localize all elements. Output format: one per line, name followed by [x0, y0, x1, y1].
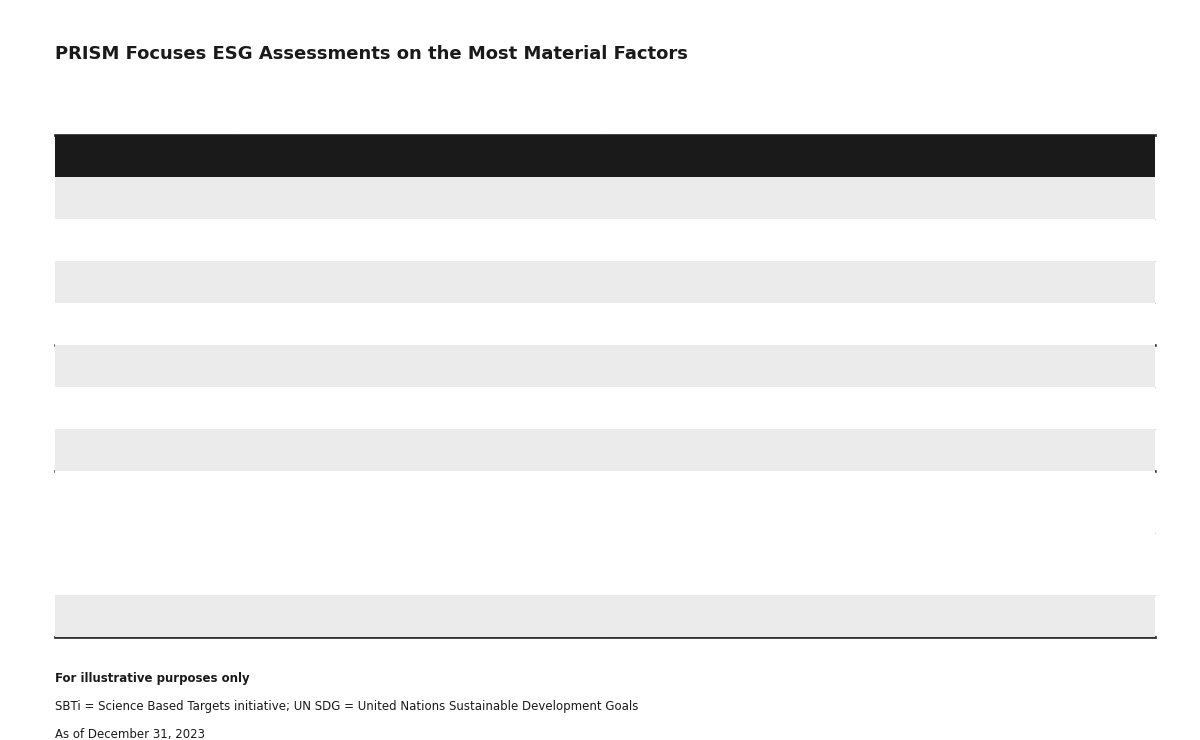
Text: Employee turnover: Employee turnover	[617, 401, 750, 415]
Text: Physical climate risk: Physical climate risk	[248, 317, 390, 331]
Text: For illustrative purposes only: For illustrative purposes only	[55, 672, 250, 685]
Text: Material ESG Factors: Material ESG Factors	[248, 149, 400, 164]
Text: Governance: Governance	[67, 483, 151, 497]
Text: Assessment Pillar: Assessment Pillar	[67, 149, 196, 164]
Text: SBTi alignment: SBTi alignment	[617, 233, 722, 247]
Text: Factors that change severity
of a negative credit event: Factors that change severity of a negati…	[248, 545, 446, 579]
Text: Environmental: Environmental	[67, 189, 168, 203]
Text: Percent of compensation paid in options: Percent of compensation paid in options	[617, 495, 896, 509]
Text: AB’s UN SDG product and revenue mapping: AB’s UN SDG product and revenue mapping	[617, 359, 923, 373]
Text: World Bank’s country insolvency scores: World Bank’s country insolvency scores	[617, 557, 892, 571]
Text: AB’s good governance screen: AB’s good governance screen	[617, 609, 823, 623]
Text: Carbon pathway: Carbon pathway	[248, 233, 364, 247]
Text: Social: Social	[67, 357, 108, 371]
Text: Climate Value-at-Risk: Climate Value-at-Risk	[617, 317, 766, 331]
Text: External stakeholders: External stakeholders	[248, 359, 400, 373]
Text: Catastrophic insurance losses: Catastrophic insurance losses	[617, 275, 824, 289]
Text: Current carbon intensity: Current carbon intensity	[248, 191, 418, 205]
Text: Governance red flags: Governance red flags	[248, 609, 397, 623]
Text: Industry-specific environmental metrics: Industry-specific environmental metrics	[248, 275, 524, 289]
Text: Franchisee-adjusted carbon emissions intensity: Franchisee-adjusted carbon emissions int…	[617, 191, 947, 205]
Text: SBTi = Science Based Targets initiative; UN SDG = United Nations Sustainable Dev: SBTi = Science Based Targets initiative;…	[55, 700, 638, 713]
Text: Internal stakeholders: Internal stakeholders	[248, 401, 395, 415]
Text: PRISM Focuses ESG Assessments on the Most Material Factors: PRISM Focuses ESG Assessments on the Mos…	[55, 45, 688, 63]
Text: Example Metrics: Example Metrics	[617, 149, 738, 164]
Text: Factors that change likelihood
of a negative credit event: Factors that change likelihood of a nega…	[248, 483, 457, 517]
Text: Industry-specific social metrics: Industry-specific social metrics	[248, 443, 463, 457]
Text: Medicare patient outcomes: Medicare patient outcomes	[617, 443, 806, 457]
Text: As of December 31, 2023: As of December 31, 2023	[55, 728, 205, 740]
